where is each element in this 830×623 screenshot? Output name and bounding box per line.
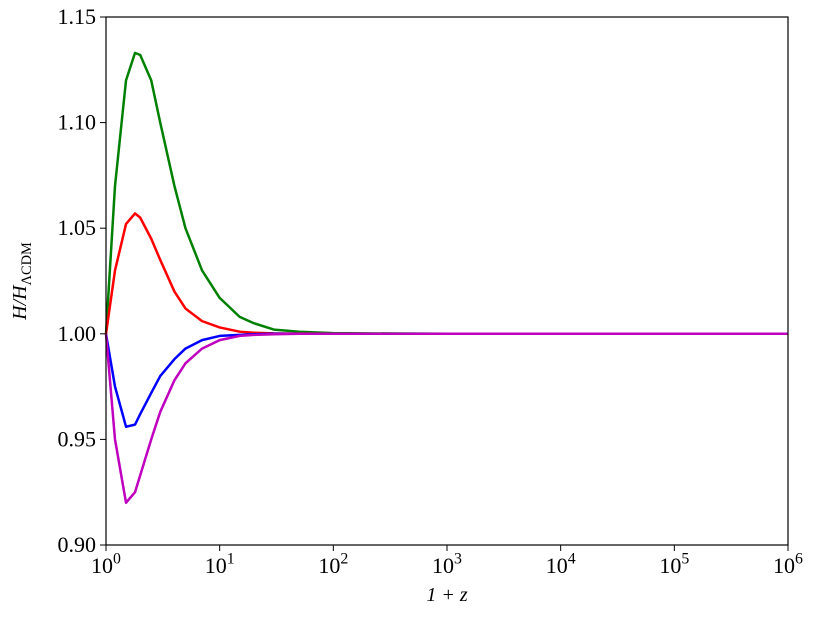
y-tick-label: 0.90 bbox=[58, 532, 97, 557]
line bbox=[104, 332, 788, 428]
line bbox=[104, 212, 788, 336]
y-tick-label: 1.05 bbox=[58, 215, 97, 240]
x-tick-label: 105 bbox=[659, 550, 689, 578]
x-tick-label: 100 bbox=[91, 550, 121, 578]
x-tick-label: 104 bbox=[546, 550, 576, 578]
x-tick-label: 103 bbox=[432, 550, 462, 578]
plot-frame bbox=[105, 16, 789, 546]
y-axis-label: H/HΛCDM bbox=[9, 242, 35, 321]
x-tick-label: 102 bbox=[318, 550, 348, 578]
y-tick-label: 1.00 bbox=[58, 321, 97, 346]
line bbox=[104, 332, 788, 505]
y-tick-label: 1.15 bbox=[58, 4, 97, 29]
y-tick-label: 0.95 bbox=[58, 426, 97, 451]
x-tick-label: 101 bbox=[205, 550, 235, 578]
x-tick-label: 106 bbox=[773, 550, 803, 578]
y-tick-label: 1.10 bbox=[58, 110, 97, 135]
line bbox=[104, 51, 788, 336]
x-axis-label: 1 + z bbox=[426, 584, 467, 606]
